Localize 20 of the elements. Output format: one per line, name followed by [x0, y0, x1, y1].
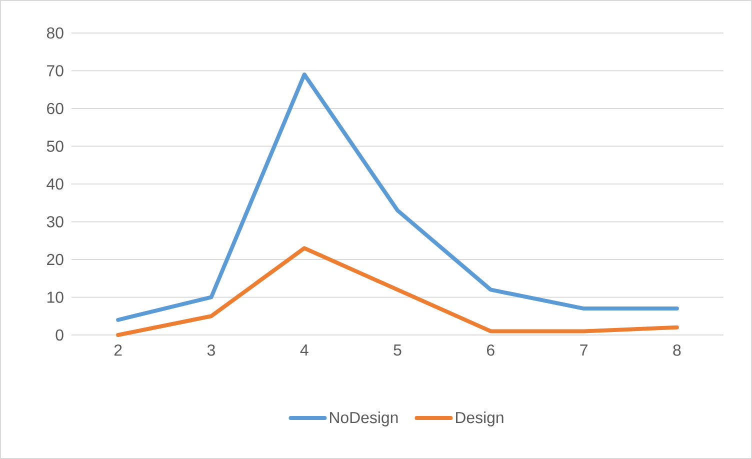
y-tick-label: 70	[47, 65, 64, 76]
y-tick-label: 30	[46, 216, 64, 228]
y-tick-label: 20	[47, 254, 64, 266]
x-tick-label: 2	[114, 344, 122, 356]
legend-label: Design	[456, 412, 504, 426]
y-tick-label: 60	[47, 102, 64, 114]
y-tick-label: 40	[46, 178, 64, 190]
y-tick-label: 10	[47, 292, 64, 303]
x-tick-label: 4	[300, 344, 308, 356]
legend-label: NoDesign	[330, 412, 398, 426]
x-tick-label: 8	[673, 344, 681, 356]
x-tick-label: 6	[487, 344, 494, 356]
y-tick-label: 0	[56, 329, 64, 341]
line-series	[116, 246, 679, 337]
y-tick-label: 50	[46, 140, 64, 152]
x-tick-label: 7	[580, 344, 588, 356]
y-tick-label: 80	[46, 27, 64, 39]
x-tick-label: 3	[207, 344, 215, 356]
line-series	[116, 72, 679, 322]
x-tick-label: 5	[394, 344, 402, 356]
